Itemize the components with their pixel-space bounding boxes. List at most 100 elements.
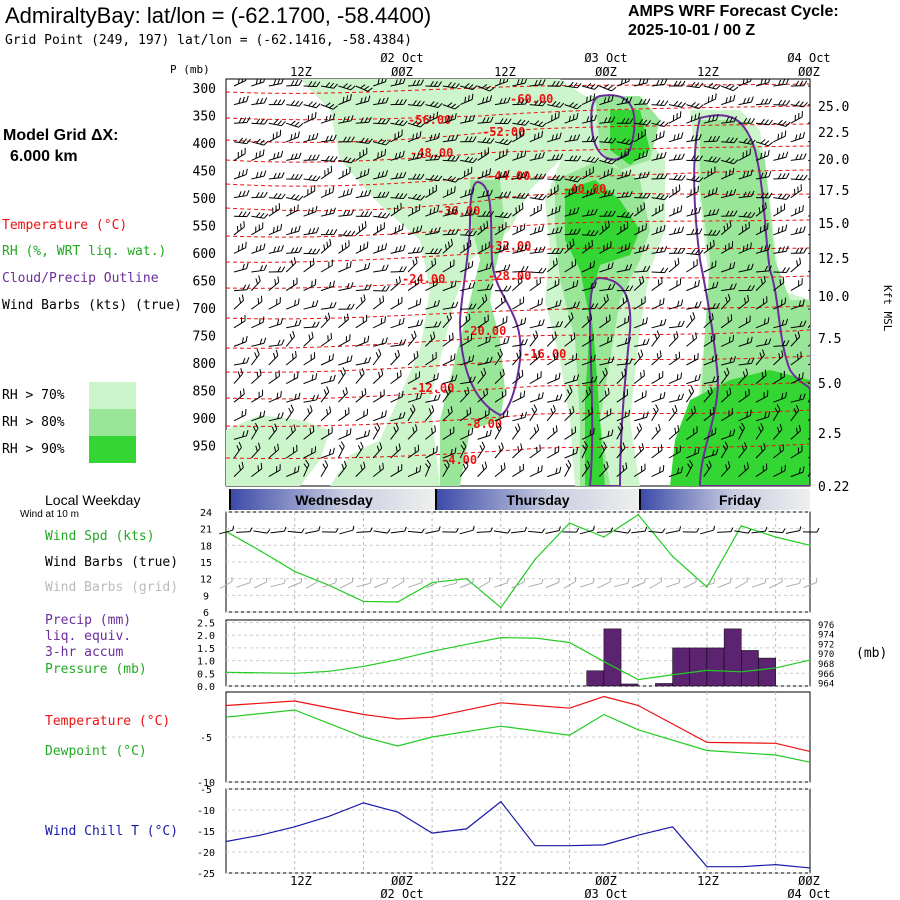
wind-barb (251, 316, 265, 329)
wind-barb-flag (559, 320, 564, 327)
wind-barb (529, 224, 544, 236)
wind-barb-flag (242, 284, 247, 291)
wind-barb-shaft (477, 446, 486, 459)
wind-barb-flag (412, 193, 418, 199)
wind-barb-shaft (459, 446, 467, 459)
pressure-tick-label: 850 (193, 385, 216, 400)
pressure-unit-label: (mb) (856, 646, 887, 661)
wind-barb (268, 99, 286, 106)
wind-barb-flag (324, 170, 326, 177)
bottom-date-label: Ø4 Oct (787, 887, 830, 900)
wind-barb-flag (559, 153, 564, 160)
wind-barb-flag (673, 334, 676, 341)
wind-barb-flag (329, 208, 333, 215)
wind-barb-flag (311, 395, 316, 401)
wind-barb-shaft (773, 282, 785, 291)
pressure-tick-label: 550 (193, 220, 216, 235)
wind-barb-flag (266, 529, 271, 534)
wind-barb-flag (594, 157, 599, 163)
wind-barb-flag (586, 136, 591, 142)
wind-barb-flag (503, 139, 509, 145)
wind-barb (459, 441, 467, 459)
wind-barb-flag (623, 391, 625, 398)
wind-barb-shaft (425, 326, 439, 329)
wind-barb-shaft (233, 174, 247, 180)
precip-tick-label: 0.5 (197, 669, 215, 680)
wind-barb-flag (729, 210, 734, 217)
wind-barb-shaft (407, 335, 417, 347)
wind-barb (616, 295, 628, 310)
wind-barb-shaft (599, 413, 611, 422)
wind-barb-flag (524, 98, 529, 105)
wind-barb-flag (259, 318, 261, 325)
wind-barb-flag (325, 189, 327, 196)
wind-barb-flag (277, 245, 280, 252)
wind-barb-flag (329, 302, 333, 309)
wind-barb (703, 448, 719, 459)
wind-barb-flag (293, 257, 297, 264)
wind-barb-shaft (755, 281, 766, 291)
rh90-region (565, 180, 640, 486)
wind-barb-flag (733, 210, 738, 216)
wind-barb-flag (679, 111, 682, 118)
wind-barb-shaft (547, 325, 561, 329)
wind-barb-flag (416, 393, 419, 400)
wind-barb-flag (586, 190, 589, 197)
wind-barb-shaft (721, 434, 734, 440)
wind-barb (512, 390, 526, 403)
wind-barb-flag (428, 408, 432, 415)
wind-barb-flag (712, 115, 715, 122)
wind-barb-shaft (407, 251, 421, 254)
wind-barb-shaft (721, 194, 734, 199)
wind-barb-shaft (546, 284, 559, 292)
wind-barb (459, 407, 472, 422)
wind-barb-flag (314, 352, 316, 359)
wind-barb-flag (415, 257, 418, 263)
wind-barb-flag (472, 136, 477, 142)
wind-barb-shaft (320, 359, 333, 366)
true-wind-barb (425, 526, 441, 534)
wind-barb-flag (246, 189, 250, 196)
wind-barb-flag (555, 154, 560, 160)
wind-barb-flag (398, 392, 400, 399)
wind-barb (233, 368, 244, 384)
wind-barb (529, 277, 541, 292)
wind-barb-shaft (286, 230, 299, 236)
wind-barb (547, 226, 563, 236)
wind-barb (303, 405, 313, 422)
wind-barb-flag (468, 303, 473, 310)
wind-barb-flag (464, 190, 467, 197)
wind-barb (338, 303, 355, 310)
wind-barb (773, 172, 790, 180)
day-label-thursday: Thursday (506, 492, 569, 508)
wind-barb (651, 79, 668, 87)
wind-barb-shaft (338, 234, 352, 237)
wind-barb-shaft (460, 193, 473, 199)
wind-barb (668, 132, 684, 143)
wind-barb-shaft (510, 530, 526, 534)
wind-barb-flag (555, 248, 560, 254)
wind-barb-flag (712, 303, 716, 309)
wind-barb-flag (594, 136, 599, 142)
wind-barb-shaft (268, 122, 282, 127)
wind-barb-flag (415, 206, 417, 213)
wind-barb-shaft (634, 103, 648, 106)
wind-barb-shaft (425, 284, 438, 292)
wind-barb (373, 191, 390, 199)
wind-barb-flag (524, 411, 528, 418)
wind-barb (442, 113, 457, 124)
wind-barb-flag (697, 447, 700, 453)
wind-barb-shaft (631, 530, 646, 534)
wind-barb-flag (263, 97, 268, 104)
wind-barb (303, 185, 316, 199)
grid-wind-barb (717, 577, 732, 589)
wind-barb-shaft (564, 244, 575, 254)
wind-barb (564, 228, 581, 236)
wind-barb-shaft (790, 377, 803, 385)
wind-barb-flag (276, 298, 278, 305)
wind-barb-shaft (407, 303, 421, 310)
wind-barb-flag (472, 230, 477, 236)
wind-barb (599, 157, 617, 165)
wind-barb (320, 259, 333, 273)
wind-barb-flag (280, 412, 284, 419)
